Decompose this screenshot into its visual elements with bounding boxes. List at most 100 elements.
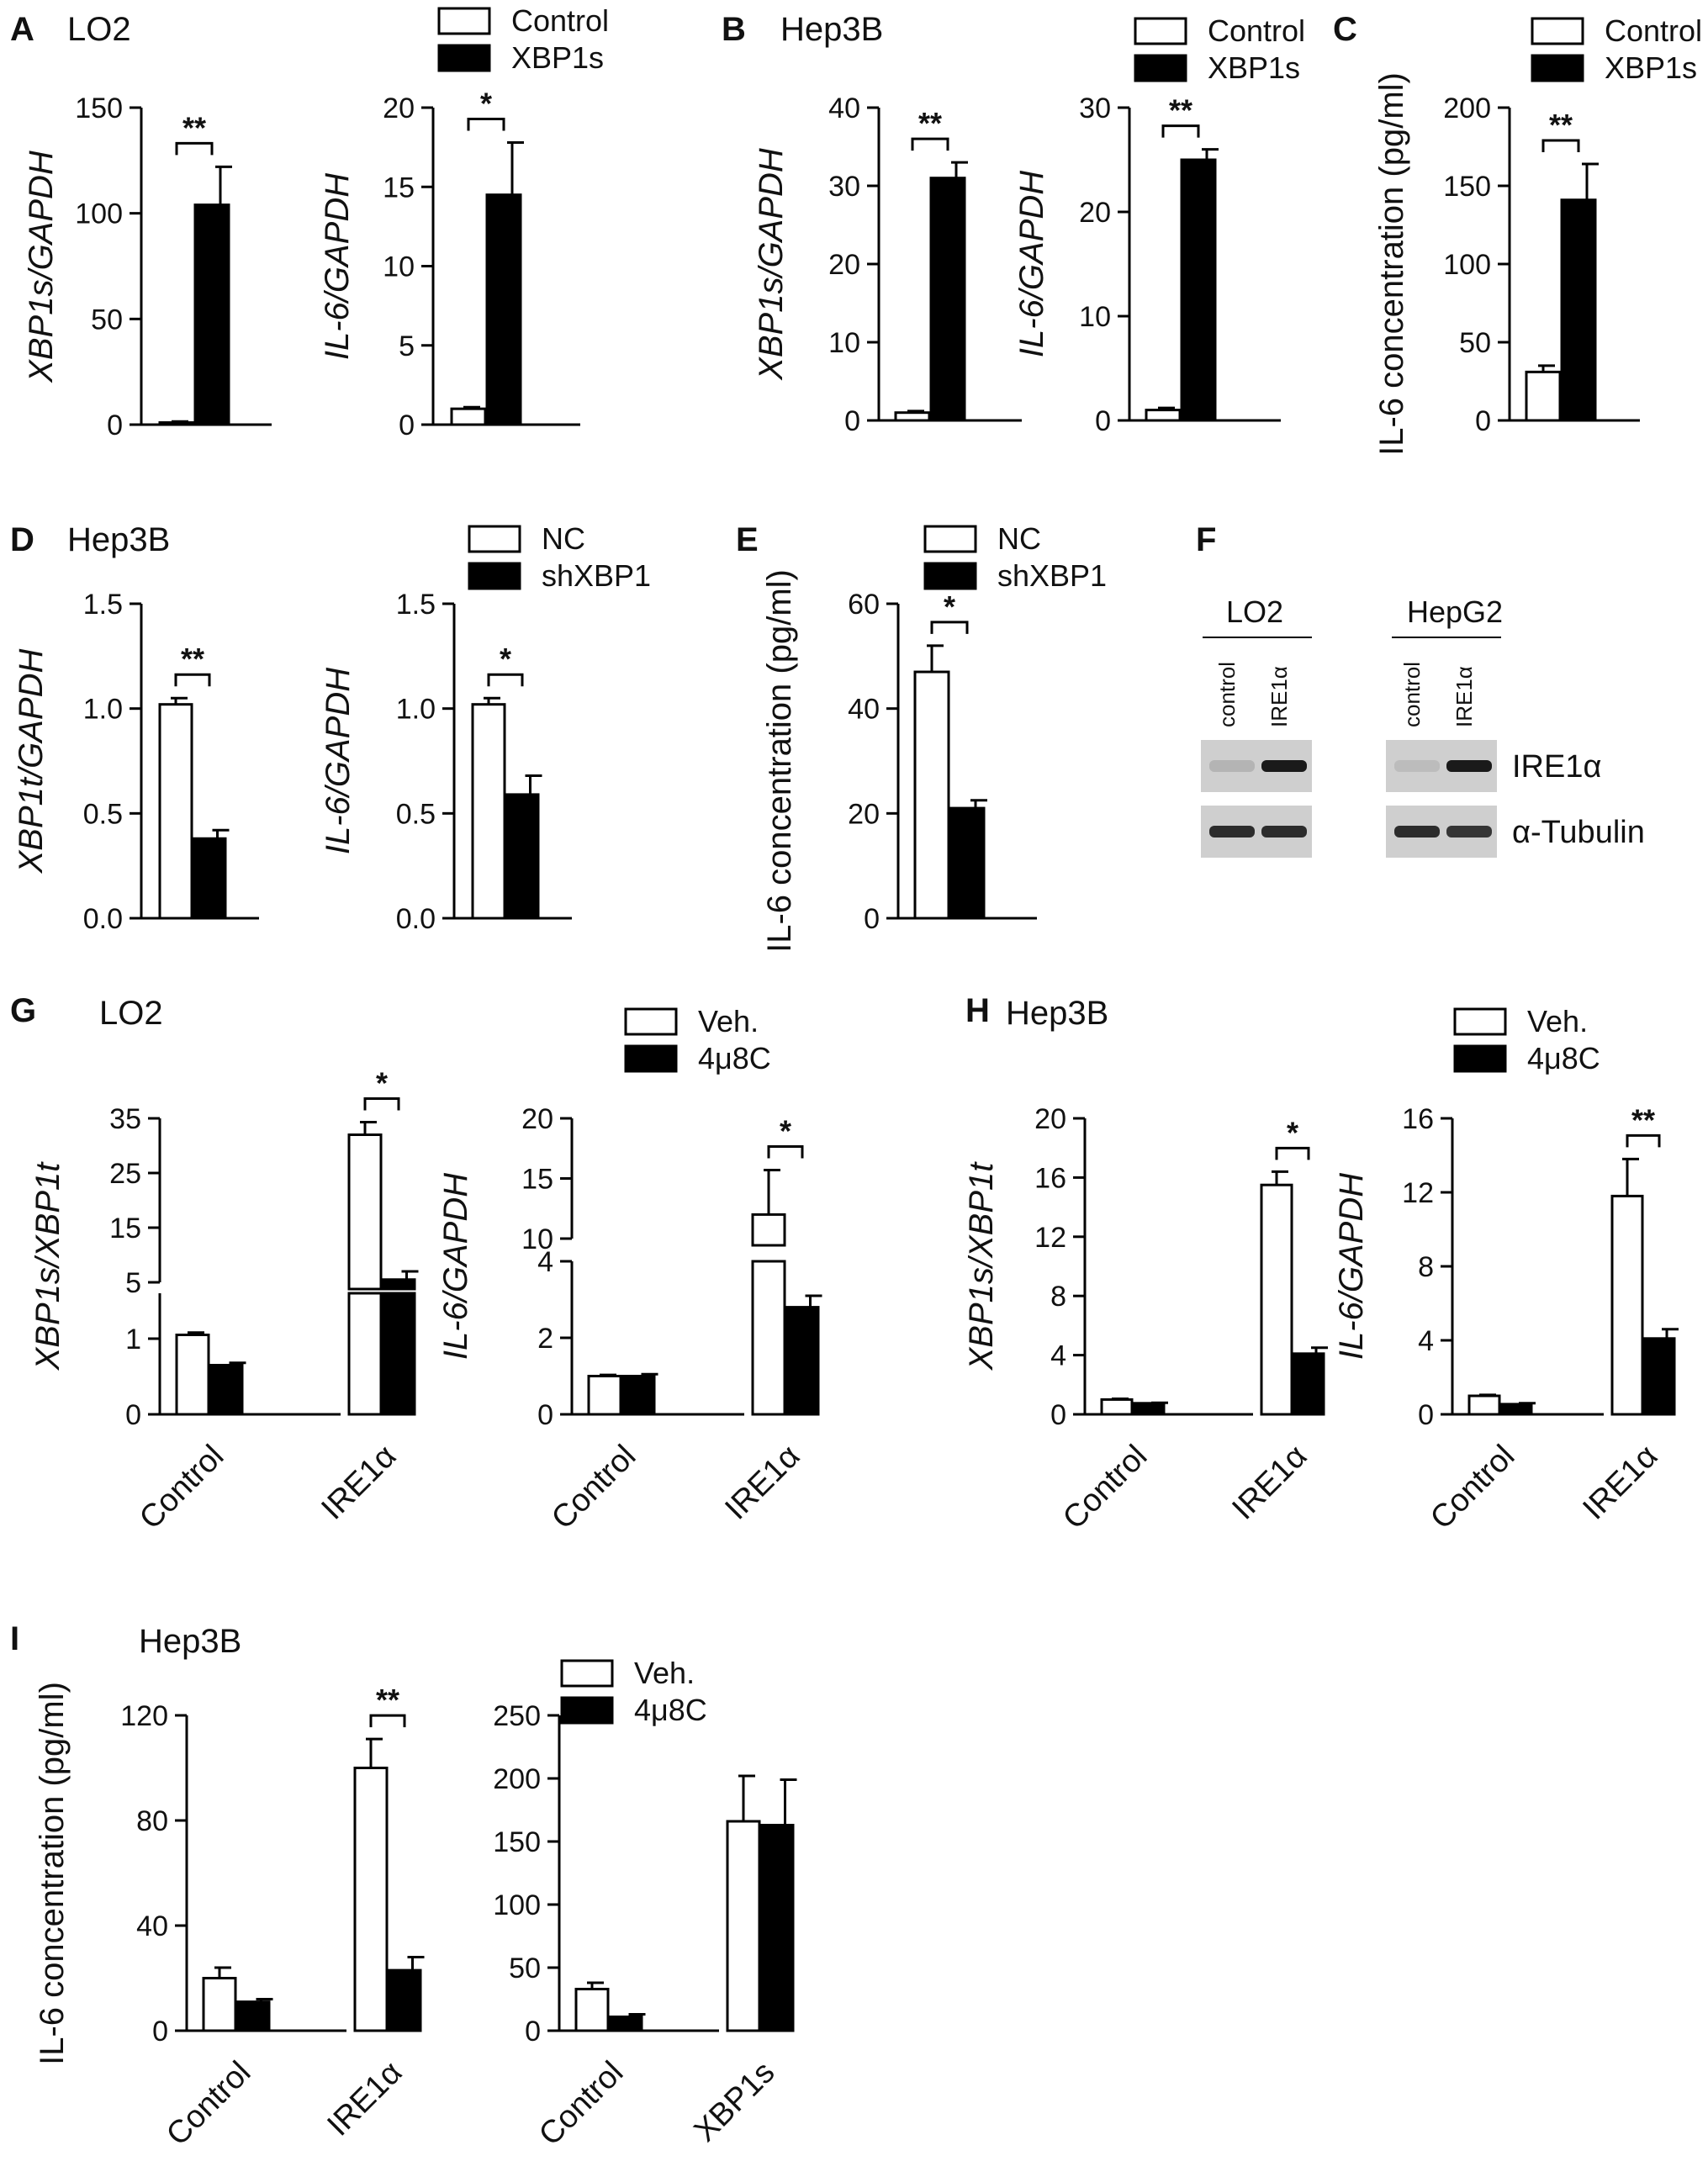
bar-I1-0-1 xyxy=(235,2000,271,2032)
bar-H2-1-0 xyxy=(1610,1194,1644,1416)
chart-H1: 0 4 8 12 16 20 XBP1s/XBP1t Control IRE1α * xyxy=(963,1103,1328,1536)
significance-label-A2-0: * xyxy=(480,86,492,120)
chart-A1: 0 50 100 150 XBP1s/GAPDH ** xyxy=(23,92,272,441)
bar-E-0-0 xyxy=(913,670,950,920)
bar-B1-0-0 xyxy=(894,411,931,422)
significance-bracket-C-0 xyxy=(1541,139,1580,152)
legend-swatch-D-0 xyxy=(468,525,521,553)
y-tick-label-D2-1: 0.5 xyxy=(396,798,436,830)
blot-band-1-0-0 xyxy=(1394,760,1440,772)
significance-G2-0: * xyxy=(767,1113,804,1159)
bar-I1-1-0 xyxy=(353,1767,389,2032)
y-tick-label-B2-1: 10 xyxy=(1079,301,1111,333)
category-label-H1-1: IRE1α xyxy=(1225,1439,1314,1527)
y-tick-label-H2-4: 16 xyxy=(1402,1103,1434,1135)
bar-A1-0-0 xyxy=(158,420,195,426)
significance-label-B2-0: ** xyxy=(1169,93,1192,128)
y-axis-label-H2: IL-6/GAPDH xyxy=(1333,1173,1370,1360)
legend-label-I-1: 4μ8C xyxy=(634,1693,707,1727)
y-tick-label-H1-3: 12 xyxy=(1034,1222,1066,1254)
blot-lane-label-0-1: IRE1α xyxy=(1266,666,1292,727)
significance-E-0: * xyxy=(930,589,969,634)
bar-H1-0-0 xyxy=(1100,1398,1134,1416)
y-tick-label-H2-1: 4 xyxy=(1418,1325,1434,1357)
significance-label-H1-0: * xyxy=(1287,1115,1298,1149)
significance-B1-0: ** xyxy=(911,106,949,151)
legend-label-D-0: NC xyxy=(542,521,585,556)
panel-letter-I: I xyxy=(10,1620,19,1657)
bar-lower-G2-1-0 xyxy=(751,1260,786,1416)
panel-letter-H: H xyxy=(965,992,990,1029)
blot-lane-label-1-0: control xyxy=(1399,662,1425,727)
y-tick-label-G2-4: 15 xyxy=(521,1164,553,1196)
y-axis-label-G2: IL-6/GAPDH xyxy=(437,1173,474,1360)
legend-label-H-0: Veh. xyxy=(1527,1004,1588,1038)
y-tick-label-I2-1: 50 xyxy=(509,1952,541,1984)
panel-letter-D: D xyxy=(10,521,34,558)
significance-D2-0: * xyxy=(487,642,524,687)
bar-H2-0-0 xyxy=(1467,1394,1501,1416)
y-tick-label-B2-3: 30 xyxy=(1079,92,1111,124)
y-tick-label-H1-2: 8 xyxy=(1050,1281,1066,1313)
y-axis-label-A1: XBP1s/GAPDH xyxy=(23,151,60,383)
y-tick-label-B1-2: 20 xyxy=(828,249,860,281)
y-tick-label-C-0: 0 xyxy=(1475,405,1491,437)
y-tick-label-G2-0: 0 xyxy=(537,1399,553,1431)
significance-H2-0: ** xyxy=(1626,1102,1661,1148)
y-tick-label-D1-3: 1.5 xyxy=(83,589,123,621)
significance-bracket-I1-0 xyxy=(369,1714,406,1728)
y-axis-label-E: IL-6 concentration (pg/ml) xyxy=(761,569,798,953)
bar-A2-0-1 xyxy=(485,193,522,426)
y-tick-label-G1-1: 1 xyxy=(125,1324,141,1355)
legend-label-A-0: Control xyxy=(511,3,609,38)
y-tick-label-G2-1: 2 xyxy=(537,1323,553,1355)
y-tick-label-C-2: 100 xyxy=(1443,249,1491,281)
y-tick-label-A2-2: 10 xyxy=(383,251,415,283)
legend-swatch-H-1 xyxy=(1453,1044,1507,1073)
panel-letter-A: A xyxy=(10,11,34,48)
bar-I1-1-1 xyxy=(387,1968,422,2032)
y-tick-label-D1-0: 0.0 xyxy=(83,903,123,935)
bar-D2-0-0 xyxy=(471,703,506,920)
significance-label-E-0: * xyxy=(944,589,955,624)
chart-A2: 0 5 10 15 20 IL-6/GAPDH * xyxy=(319,86,580,441)
blot-lane-label-1-1: IRE1α xyxy=(1452,666,1477,727)
y-tick-label-I2-4: 200 xyxy=(493,1763,541,1795)
y-tick-label-A2-0: 0 xyxy=(399,410,415,441)
legend-label-E-0: NC xyxy=(997,521,1041,556)
y-axis-label-H1: XBP1s/XBP1t xyxy=(963,1161,1000,1371)
blot-band-0-0-1 xyxy=(1261,760,1307,772)
y-tick-label-H2-2: 8 xyxy=(1418,1251,1434,1283)
significance-bracket-H1-0 xyxy=(1275,1146,1310,1160)
y-tick-label-C-4: 200 xyxy=(1443,92,1491,124)
legend-swatch-A-1 xyxy=(437,44,491,72)
legend-label-C-1: XBP1s xyxy=(1605,50,1697,85)
bar-H1-1-0 xyxy=(1260,1183,1293,1416)
significance-bracket-G1-0 xyxy=(363,1097,400,1111)
significance-label-A1-0: ** xyxy=(182,110,206,145)
bar-G1-1-0 xyxy=(347,1133,383,1291)
panel-title-I: Hep3B xyxy=(139,1623,241,1660)
category-label-I1-1: IRE1α xyxy=(320,2055,409,2143)
panel-letter-F: F xyxy=(1196,521,1216,558)
blot-band-0-1-1 xyxy=(1261,826,1307,838)
significance-B2-0: ** xyxy=(1161,93,1200,138)
category-label-G1-1: IRE1α xyxy=(315,1439,403,1527)
y-tick-label-G1-4: 25 xyxy=(109,1158,141,1190)
bar-G2-1-1 xyxy=(785,1306,820,1416)
y-tick-label-G1-2: 5 xyxy=(125,1267,141,1299)
significance-bracket-D1-0 xyxy=(174,673,211,687)
significance-bracket-H2-0 xyxy=(1626,1133,1661,1148)
legend-label-B-1: XBP1s xyxy=(1208,50,1300,85)
legend-I: Veh.4μ8C xyxy=(560,1656,707,1727)
y-tick-label-I2-3: 150 xyxy=(493,1826,541,1858)
y-tick-label-I2-5: 250 xyxy=(493,1700,541,1732)
panel-letter-E: E xyxy=(736,521,759,558)
chart-I2: 0 50 100 150 200 250 Control XBP1s xyxy=(493,1700,797,2153)
y-tick-label-H2-0: 0 xyxy=(1418,1399,1434,1431)
significance-bracket-E-0 xyxy=(930,621,969,634)
y-tick-label-B1-1: 10 xyxy=(828,327,860,359)
significance-H1-0: * xyxy=(1275,1115,1310,1160)
